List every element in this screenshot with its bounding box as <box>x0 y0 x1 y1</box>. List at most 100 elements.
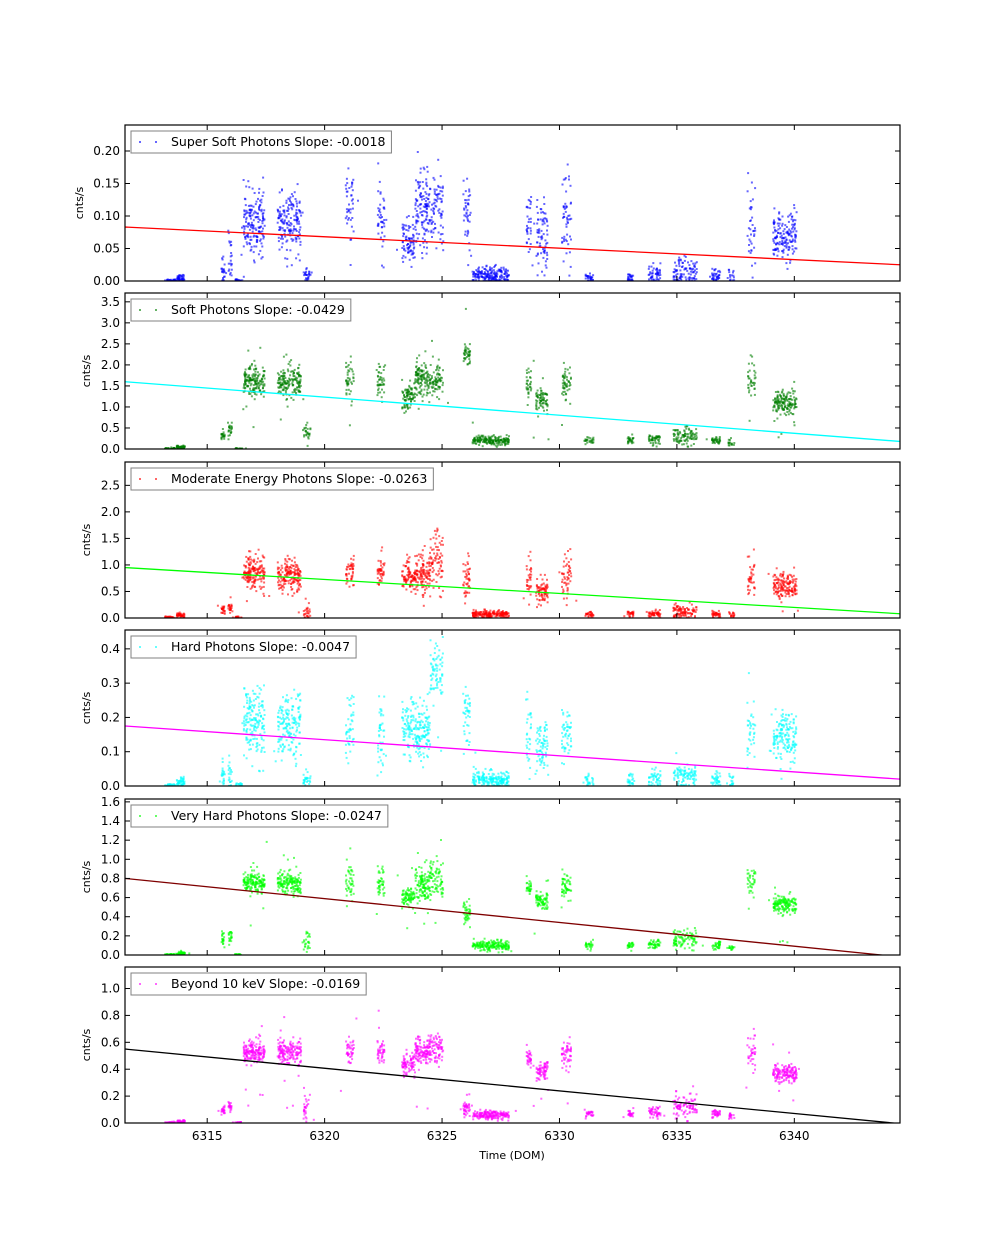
data-point <box>782 580 784 583</box>
data-point <box>296 377 299 380</box>
data-point <box>436 372 439 375</box>
data-point <box>402 226 405 229</box>
data-point <box>290 588 293 591</box>
data-point <box>230 603 233 606</box>
data-point <box>293 225 295 228</box>
data-point <box>290 359 293 362</box>
data-point <box>262 585 265 588</box>
data-point <box>793 228 796 231</box>
data-point <box>426 165 429 168</box>
data-point <box>251 208 253 211</box>
data-point <box>535 401 538 404</box>
data-point <box>285 248 288 251</box>
data-point <box>298 259 301 262</box>
data-point <box>409 244 412 247</box>
legend-marker <box>139 309 141 311</box>
data-point <box>496 439 499 442</box>
data-point <box>419 571 422 574</box>
data-point <box>420 580 422 583</box>
data-point <box>248 374 251 377</box>
data-point <box>682 443 685 446</box>
data-point <box>472 273 475 275</box>
data-point <box>562 178 565 181</box>
data-point <box>690 615 693 618</box>
data-point <box>415 572 418 575</box>
data-point <box>434 199 437 201</box>
data-point <box>753 369 756 372</box>
data-point <box>542 256 545 259</box>
data-point <box>751 581 754 584</box>
data-point <box>401 378 404 381</box>
data-point <box>378 180 381 183</box>
data-point <box>546 258 549 260</box>
y-tick-label: 1.0 <box>101 400 120 414</box>
data-point <box>785 231 788 234</box>
data-point <box>262 567 264 570</box>
data-point <box>290 193 293 196</box>
data-point <box>230 263 233 266</box>
data-point <box>261 571 264 574</box>
data-point <box>421 379 423 382</box>
data-point <box>527 555 530 558</box>
data-point <box>751 355 754 358</box>
data-point <box>491 276 494 279</box>
data-point <box>414 396 416 399</box>
data-point <box>489 439 492 442</box>
y-tick-label: 2.5 <box>101 337 120 351</box>
data-point <box>568 384 571 387</box>
data-point <box>426 571 429 574</box>
data-point <box>750 384 753 387</box>
data-point <box>258 560 261 563</box>
data-point <box>423 578 425 581</box>
data-point <box>350 404 353 407</box>
data-point <box>420 370 423 372</box>
data-point <box>414 204 417 207</box>
data-point <box>502 438 505 441</box>
data-point <box>536 408 539 411</box>
data-point <box>501 439 504 442</box>
data-point <box>414 379 417 382</box>
data-point <box>425 210 428 213</box>
data-point <box>405 224 408 227</box>
data-point <box>525 376 528 379</box>
data-point <box>345 361 348 364</box>
data-point <box>778 243 781 246</box>
data-point <box>526 232 529 235</box>
data-point <box>409 572 412 575</box>
data-point <box>753 384 756 386</box>
data-point <box>546 254 549 257</box>
data-point <box>463 207 466 210</box>
data-point <box>252 566 255 568</box>
data-point <box>774 398 777 401</box>
data-point <box>417 391 420 394</box>
data-point <box>293 577 296 580</box>
y-tick-label: 0.5 <box>101 421 120 435</box>
data-point <box>647 611 650 614</box>
data-point <box>424 379 427 382</box>
data-point <box>527 367 530 370</box>
data-point <box>261 576 264 579</box>
data-point <box>345 574 348 577</box>
data-point <box>789 259 792 262</box>
data-point <box>540 594 543 597</box>
data-point <box>435 205 438 208</box>
data-point <box>467 552 470 555</box>
data-point <box>252 577 255 580</box>
data-point <box>493 609 496 612</box>
data-point <box>564 370 567 373</box>
data-point <box>651 272 654 275</box>
data-point <box>536 400 539 403</box>
data-point <box>630 275 633 278</box>
data-point <box>284 391 287 394</box>
data-point <box>249 217 252 220</box>
data-point <box>246 234 249 237</box>
data-point <box>433 552 436 555</box>
data-point <box>470 254 473 257</box>
data-point <box>288 567 290 570</box>
data-point <box>689 270 692 273</box>
data-point <box>543 588 546 590</box>
data-point <box>682 606 685 608</box>
data-point <box>651 610 654 613</box>
data-point <box>658 438 661 441</box>
data-point <box>544 260 547 263</box>
